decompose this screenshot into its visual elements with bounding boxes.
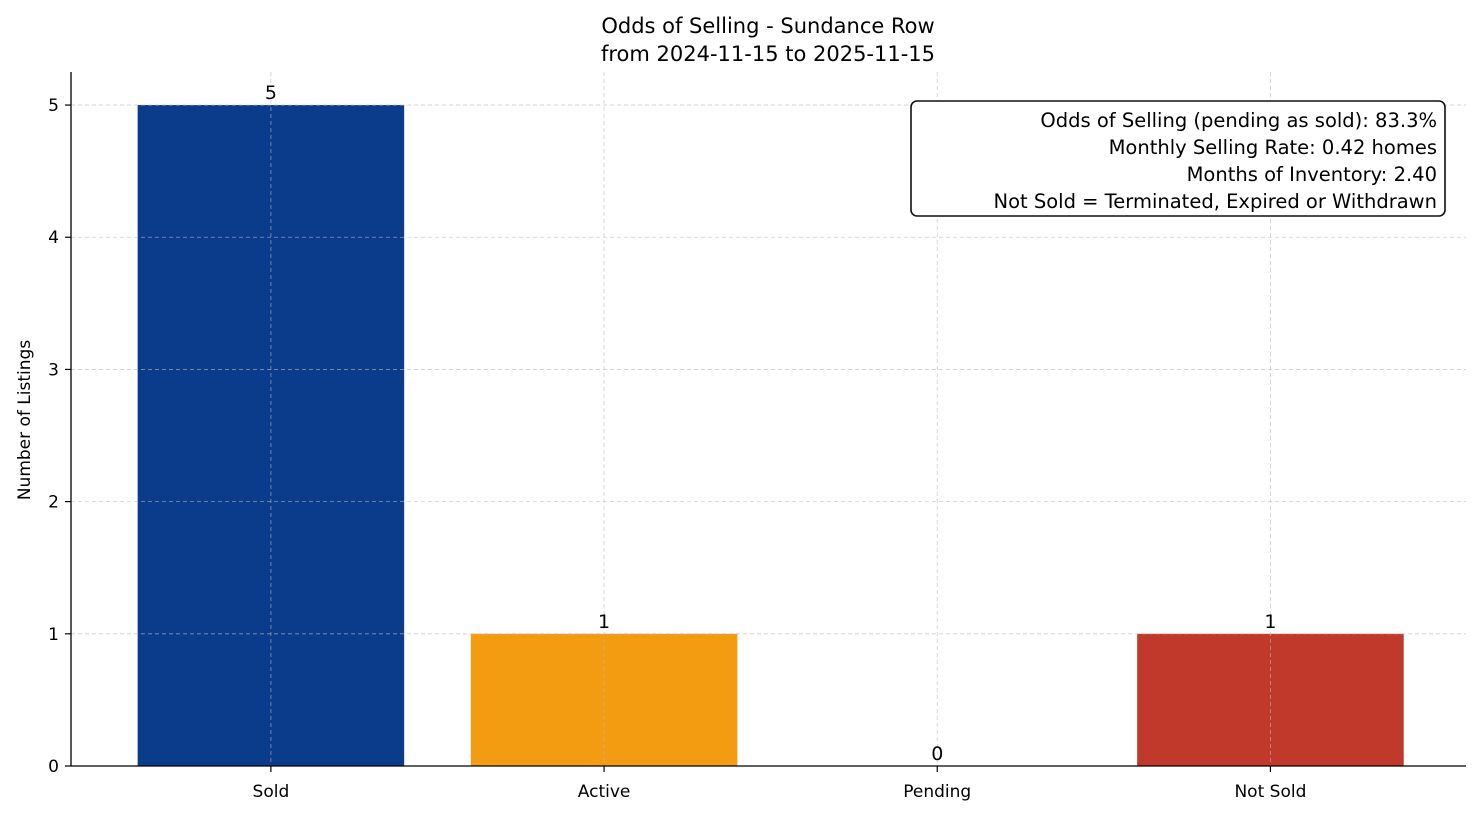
- annotation-box: Odds of Selling (pending as sold): 83.3%…: [910, 100, 1446, 217]
- annotation-line: Months of Inventory: 2.40: [1187, 163, 1437, 186]
- y-tick-label: 1: [48, 625, 59, 645]
- y-tick-label: 2: [48, 493, 59, 513]
- y-axis-label: Number of Listings: [15, 340, 35, 500]
- bar-sold: [137, 105, 405, 767]
- annotation-line: Monthly Selling Rate: 0.42 homes: [1109, 136, 1437, 159]
- y-tick-label: 4: [48, 228, 59, 248]
- data-label: 5: [265, 82, 277, 104]
- x-tick-label: Pending: [903, 782, 971, 802]
- y-tick-label: 3: [48, 360, 59, 380]
- y-tick-label: 5: [48, 96, 59, 116]
- chart-title: Odds of Selling - Sundance Row: [601, 14, 934, 38]
- data-label: 1: [598, 611, 610, 633]
- chart-subtitle: from 2024-11-15 to 2025-11-15: [601, 42, 935, 66]
- annotation-line: Odds of Selling (pending as sold): 83.3%: [1040, 109, 1437, 132]
- annotation-box-frame: [910, 100, 1446, 217]
- data-label: 1: [1264, 611, 1276, 633]
- x-tick-label: Not Sold: [1234, 782, 1306, 802]
- annotation-line: Not Sold = Terminated, Expired or Withdr…: [993, 190, 1437, 213]
- x-tick-label: Active: [578, 782, 631, 802]
- y-tick-label: 0: [48, 757, 59, 777]
- data-label: 0: [931, 743, 943, 765]
- x-tick-label: Sold: [253, 782, 290, 802]
